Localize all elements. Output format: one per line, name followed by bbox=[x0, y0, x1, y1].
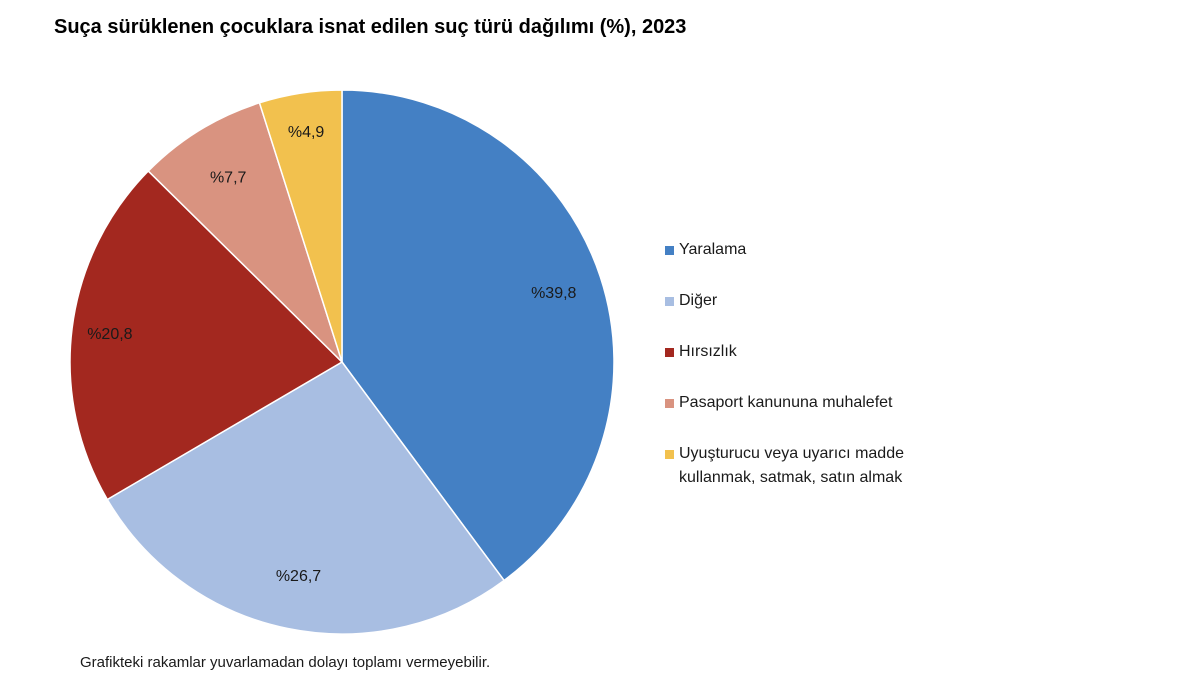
legend-swatch bbox=[665, 297, 674, 306]
legend-swatch bbox=[665, 399, 674, 408]
legend-label: Diğer bbox=[679, 292, 718, 309]
legend-label: Hırsızlık bbox=[679, 343, 737, 360]
legend: Yaralama Diğer Hırsızlık Pasaport kanunu… bbox=[665, 238, 959, 517]
legend-item-hirsizlik: Hırsızlık bbox=[665, 340, 959, 364]
data-label-2: %26,7 bbox=[276, 568, 321, 585]
pie-slice-2 bbox=[106, 361, 506, 635]
footnote: Grafikteki rakamlar yuvarlamadan dolayı … bbox=[80, 654, 491, 671]
legend-swatch bbox=[665, 246, 674, 255]
data-label-3: %20,8 bbox=[87, 326, 132, 343]
legend-swatch bbox=[665, 450, 674, 459]
legend-item-uyusturucu: Uyuşturucu veya uyarıcı madde kullanmak,… bbox=[665, 442, 959, 490]
pie-slice-4 bbox=[147, 101, 343, 363]
legend-label: Uyuşturucu veya uyarıcı madde kullanmak,… bbox=[679, 445, 904, 486]
chart-title: Suça sürüklenen çocuklara isnat edilen s… bbox=[54, 16, 687, 38]
pie-slice-1 bbox=[341, 89, 615, 582]
pie-slice-5 bbox=[258, 89, 343, 363]
data-label-5: %4,9 bbox=[288, 124, 325, 141]
legend-label: Yaralama bbox=[679, 241, 747, 258]
legend-item-diger: Diğer bbox=[665, 289, 959, 313]
data-label-4: %7,7 bbox=[210, 170, 247, 187]
legend-item-pasaport: Pasaport kanununa muhalefet bbox=[665, 391, 959, 415]
legend-swatch bbox=[665, 348, 674, 357]
data-label-1: %39,8 bbox=[531, 285, 576, 302]
legend-item-yaralama: Yaralama bbox=[665, 238, 959, 262]
pie-slice-3 bbox=[69, 169, 344, 501]
legend-label: Pasaport kanununa muhalefet bbox=[679, 394, 893, 411]
